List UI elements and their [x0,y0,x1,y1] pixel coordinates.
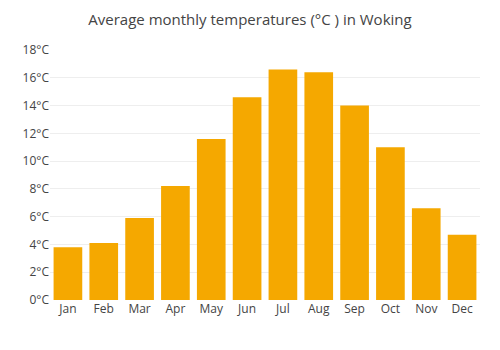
svg-text:Dec: Dec [451,300,472,317]
svg-text:4°C: 4°C [29,236,49,253]
svg-text:Jun: Jun [237,300,256,317]
svg-text:Average monthly temperatures (: Average monthly temperatures (°C ) in Wo… [88,9,411,29]
svg-text:Nov: Nov [415,300,437,317]
svg-text:8°C: 8°C [29,180,49,197]
svg-text:Oct: Oct [381,300,400,317]
svg-text:12°C: 12°C [23,125,50,142]
svg-text:Jul: Jul [275,300,290,317]
svg-text:Aug: Aug [308,300,330,317]
svg-text:Mar: Mar [128,300,150,317]
svg-text:Apr: Apr [165,300,185,317]
svg-text:14°C: 14°C [23,97,50,114]
svg-text:2°C: 2°C [29,263,49,280]
svg-text:Jan: Jan [58,300,76,317]
svg-text:Feb: Feb [94,300,114,317]
svg-text:6°C: 6°C [29,208,49,225]
svg-text:16°C: 16°C [23,69,50,86]
svg-text:May: May [200,300,224,317]
svg-text:18°C: 18°C [23,41,50,58]
svg-text:10°C: 10°C [23,152,50,169]
svg-text:0°C: 0°C [29,291,49,308]
svg-text:Sep: Sep [344,300,365,317]
